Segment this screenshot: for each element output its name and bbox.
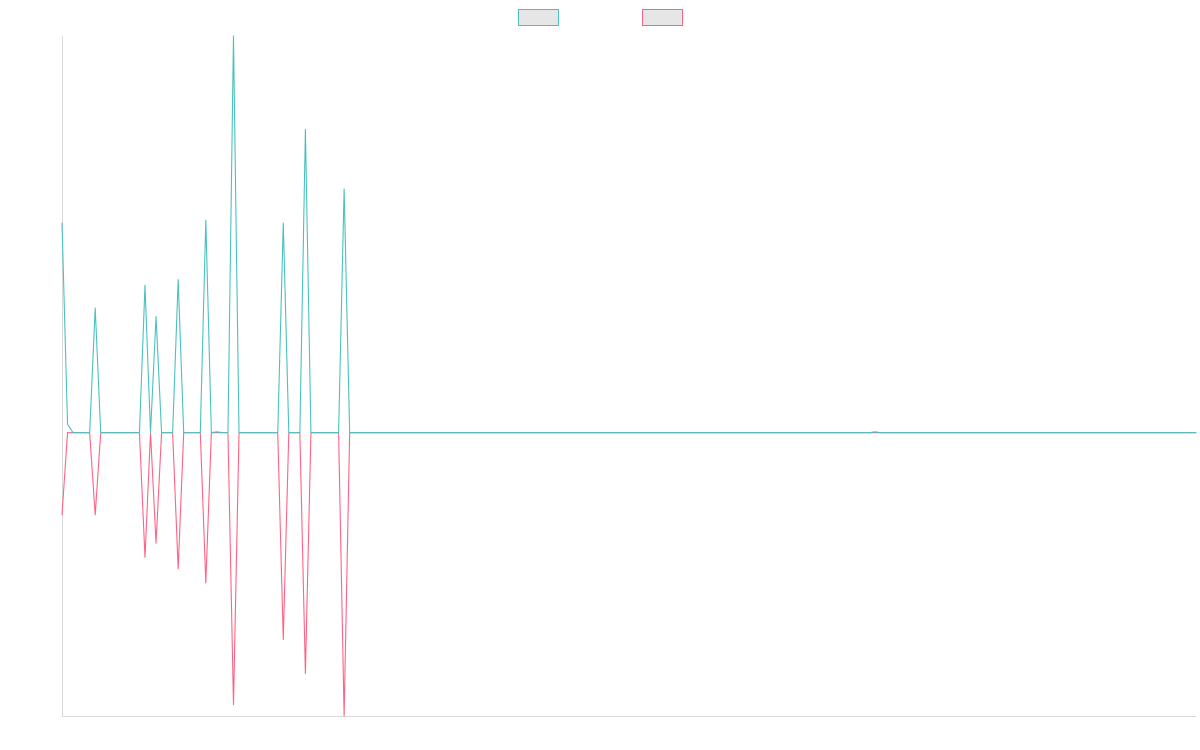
legend-item-2[interactable]: [642, 9, 683, 26]
legend-swatch-2: [642, 9, 683, 26]
legend-item-1[interactable]: [518, 9, 559, 26]
chart-axes: [62, 36, 1196, 717]
legend-swatch-1: [518, 9, 559, 26]
legend: [518, 9, 683, 26]
series-line-2: [61, 432, 1197, 717]
series-line-1: [61, 35, 1197, 434]
plot-area: [61, 35, 1197, 717]
